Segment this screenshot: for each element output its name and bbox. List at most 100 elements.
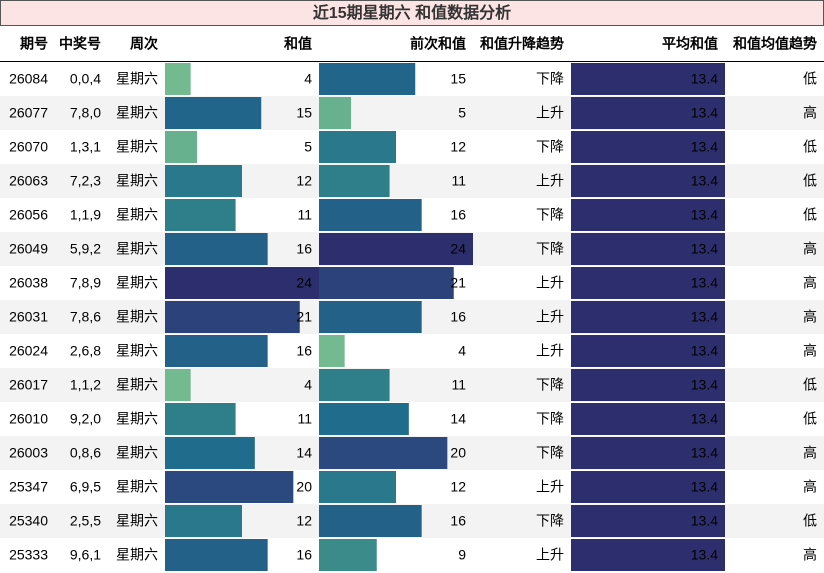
cell: 星期六 [116, 411, 158, 427]
cell: 6,9,5 [70, 479, 101, 495]
cell: 星期六 [116, 445, 158, 461]
cell: 星期六 [116, 513, 158, 529]
data-bar [571, 63, 725, 95]
cell: 低 [803, 71, 817, 87]
data-bar [319, 165, 390, 197]
cell: 星期六 [116, 377, 158, 393]
cell: 13.4 [691, 139, 718, 155]
cell: 25347 [9, 479, 48, 495]
data-bar [319, 131, 396, 163]
cell: 11 [297, 207, 312, 223]
data-bar [571, 335, 725, 367]
cell: 上升 [536, 173, 564, 189]
cell: 星期六 [116, 241, 158, 257]
cell: 11 [297, 411, 312, 427]
cell: 低 [803, 513, 817, 529]
cell: 下降 [536, 445, 564, 461]
data-bar [571, 437, 725, 469]
cell: 9,6,1 [70, 547, 101, 563]
cell: 高 [803, 479, 817, 495]
data-bar [165, 335, 268, 367]
data-bar [571, 539, 725, 571]
cell: 2,5,5 [70, 513, 101, 529]
cell: 下降 [536, 207, 564, 223]
data-bar [571, 403, 725, 435]
cell: 9 [458, 547, 466, 563]
data-bar [319, 335, 345, 367]
data-bar [165, 437, 255, 469]
data-bar [165, 403, 236, 435]
cell: 5 [304, 139, 312, 155]
cell: 9,2,0 [70, 411, 101, 427]
cell: 13.4 [691, 445, 718, 461]
cell: 低 [803, 377, 817, 393]
cell: 1,3,1 [70, 139, 101, 155]
data-bar [165, 165, 242, 197]
cell: 13.4 [691, 377, 718, 393]
cell: 25333 [9, 547, 48, 563]
column-header: 和值升降趋势 [480, 36, 564, 52]
data-bar [319, 233, 473, 265]
cell: 高 [803, 547, 817, 563]
cell: 13.4 [691, 275, 718, 291]
cell: 13.4 [691, 513, 718, 529]
cell: 1,1,9 [70, 207, 101, 223]
data-bar [571, 131, 725, 163]
cell: 高 [803, 241, 817, 257]
cell: 16 [296, 547, 312, 563]
cell: 1,1,2 [70, 377, 101, 393]
cell: 下降 [536, 513, 564, 529]
cell: 24 [450, 241, 466, 257]
data-bar [319, 267, 454, 299]
column-header: 周次 [130, 36, 158, 52]
cell: 16 [296, 343, 312, 359]
data-bar [319, 403, 409, 435]
cell: 高 [803, 105, 817, 121]
cell: 低 [803, 173, 817, 189]
cell: 上升 [536, 343, 564, 359]
cell: 低 [803, 139, 817, 155]
cell: 13.4 [691, 547, 718, 563]
data-bar [319, 369, 390, 401]
cell: 16 [450, 309, 466, 325]
cell: 7,8,6 [70, 309, 101, 325]
data-bar [319, 471, 396, 503]
cell: 16 [450, 207, 466, 223]
data-bar [571, 199, 725, 231]
data-bar [319, 437, 448, 469]
data-bar [319, 301, 422, 333]
cell: 7,8,9 [70, 275, 101, 291]
cell: 低 [803, 207, 817, 223]
cell: 高 [803, 343, 817, 359]
cell: 7,8,0 [70, 105, 101, 121]
cell: 12 [296, 173, 312, 189]
cell: 4 [304, 377, 312, 393]
cell: 上升 [536, 309, 564, 325]
cell: 上升 [536, 547, 564, 563]
cell: 24 [296, 275, 312, 291]
cell: 4 [304, 71, 312, 87]
cell: 上升 [536, 105, 564, 121]
cell: 5 [458, 105, 466, 121]
data-bar [571, 471, 725, 503]
data-bar [571, 301, 725, 333]
cell: 12 [450, 139, 466, 155]
cell: 21 [450, 275, 466, 291]
cell: 13.4 [691, 343, 718, 359]
cell: 26077 [9, 105, 48, 121]
data-bar [165, 505, 242, 537]
cell: 上升 [536, 275, 564, 291]
cell: 14 [296, 445, 312, 461]
cell: 16 [296, 241, 312, 257]
cell: 星期六 [116, 105, 158, 121]
data-bar [165, 199, 236, 231]
header-bg [0, 26, 824, 62]
cell: 26010 [9, 411, 48, 427]
data-bar [165, 301, 300, 333]
table-title: 近15期星期六 和值数据分析 [313, 3, 511, 22]
cell: 5,9,2 [70, 241, 101, 257]
cell: 25340 [9, 513, 48, 529]
cell: 26003 [9, 445, 48, 461]
cell: 16 [450, 513, 466, 529]
